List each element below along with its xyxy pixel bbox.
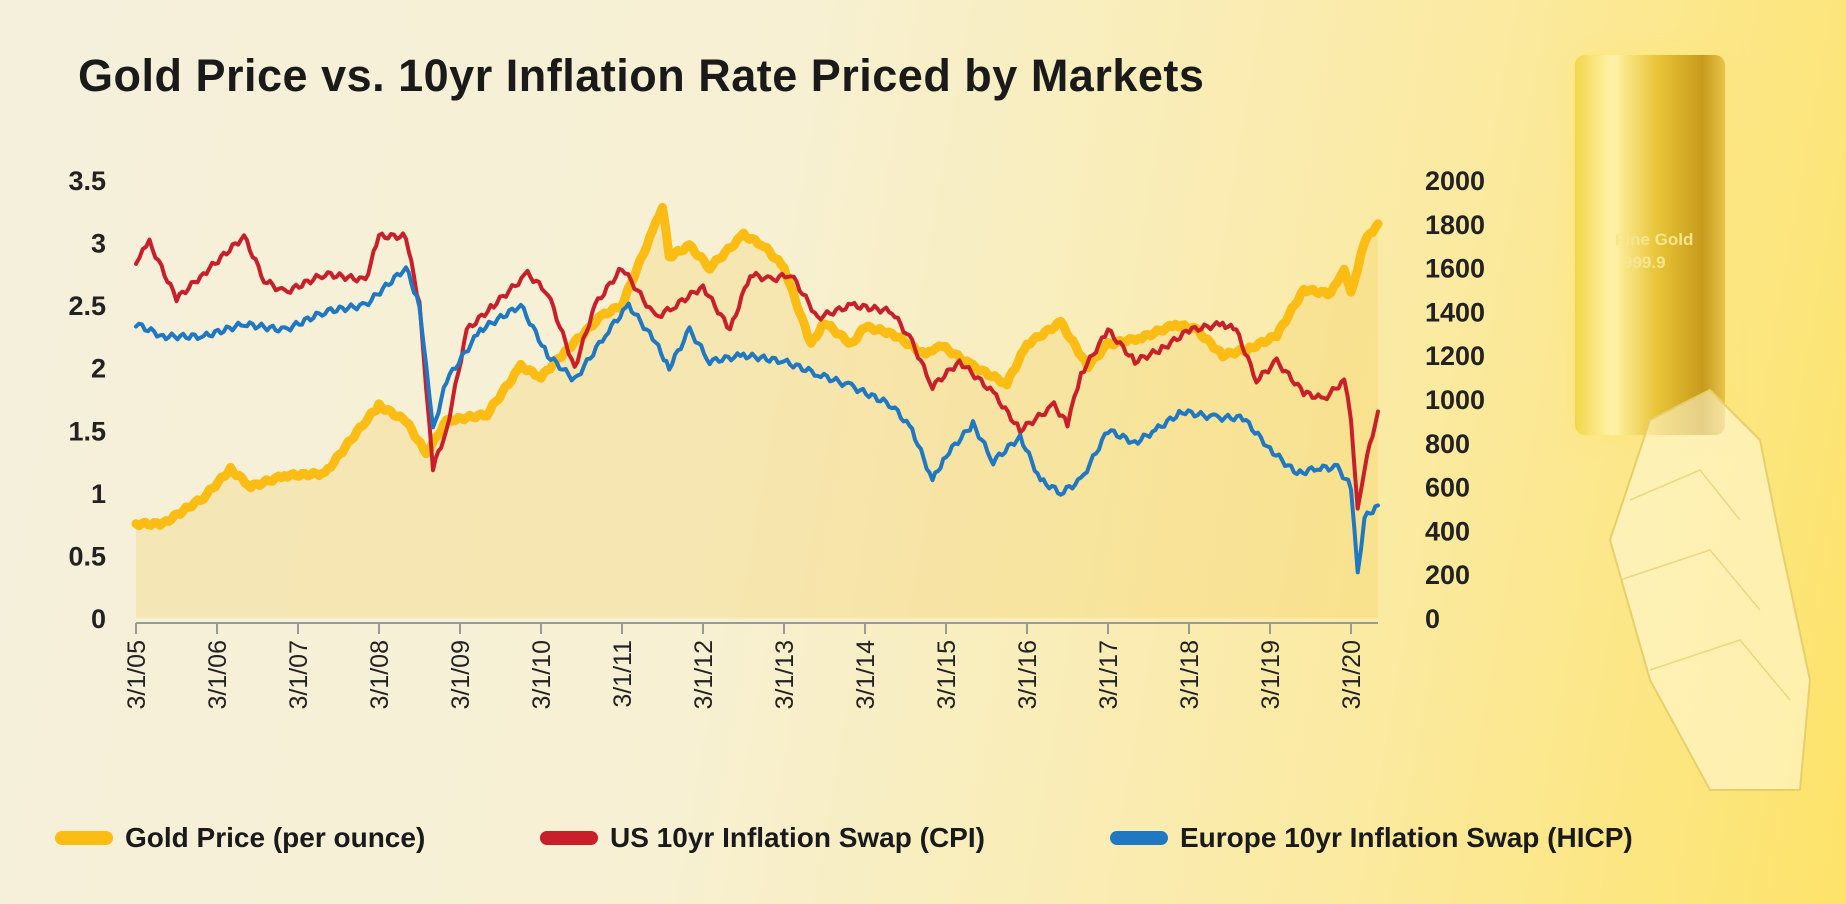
x-tick-label: 3/1/07 [285, 640, 313, 710]
y-left-tick-label: 2.5 [68, 291, 106, 321]
x-tick-label: 3/1/14 [852, 640, 880, 710]
x-tick-label: 3/1/20 [1338, 640, 1366, 710]
y-right-tick-label: 400 [1425, 516, 1470, 546]
x-tick-label: 3/1/17 [1095, 640, 1123, 710]
y-left-tick-label: 0 [91, 604, 106, 634]
y-right-tick-label: 1200 [1425, 341, 1485, 371]
legend: Gold Price (per ounce) US 10yr Inflation… [0, 822, 1846, 862]
gold-bar-purity: 999.9 [1623, 253, 1666, 272]
y-right-tick-label: 0 [1425, 604, 1440, 634]
hand-illustration [1608, 388, 1812, 791]
y-left-tick-label: 3.5 [68, 166, 106, 196]
y-right-tick-label: 1000 [1425, 385, 1485, 415]
y-left-tick-label: 1.5 [68, 416, 106, 446]
x-tick-label: 3/1/16 [1014, 640, 1042, 710]
x-tick-label: 3/1/15 [933, 640, 961, 710]
y-right-tick-label: 600 [1425, 473, 1470, 503]
legend-label: Europe 10yr Inflation Swap (HICP) [1180, 822, 1633, 853]
legend-item-europe: Europe 10yr Inflation Swap (HICP) [1110, 822, 1633, 854]
y-left-tick-label: 0.5 [68, 541, 106, 571]
series-line-gold [131, 202, 1383, 531]
x-tick-label: 3/1/12 [690, 640, 718, 710]
y-right-tick-label: 1800 [1425, 210, 1485, 240]
series-line-europe-swap [134, 265, 1380, 575]
y-left-tick-label: 2 [91, 354, 106, 384]
x-tick-label: 3/1/06 [204, 640, 232, 710]
gold-bar-image: Fine Gold 999.9 [1575, 55, 1725, 435]
legend-swatch [1110, 831, 1168, 845]
legend-item-gold: Gold Price (per ounce) [55, 822, 425, 854]
legend-label: Gold Price (per ounce) [125, 822, 426, 853]
legend-swatch [540, 831, 598, 845]
x-tick-label: 3/1/13 [771, 640, 799, 710]
x-tick-label: 3/1/05 [123, 640, 151, 710]
legend-item-us: US 10yr Inflation Swap (CPI) [540, 822, 985, 854]
x-tick-label: 3/1/10 [528, 640, 556, 710]
legend-label: US 10yr Inflation Swap (CPI) [610, 822, 985, 853]
y-right-tick-label: 200 [1425, 560, 1470, 590]
legend-swatch [55, 831, 113, 845]
chart-title: Gold Price vs. 10yr Inflation Rate Price… [78, 50, 1205, 101]
x-tick-label: 3/1/09 [447, 640, 475, 710]
y-right-tick-label: 1400 [1425, 297, 1485, 327]
series-line-us-swap [134, 231, 1380, 511]
y-right-tick-label: 800 [1425, 429, 1470, 459]
x-tick-label: 3/1/08 [366, 640, 394, 710]
y-left-tick-label: 1 [91, 479, 106, 509]
gold-area-fill [136, 207, 1378, 618]
x-tick-label: 3/1/11 [609, 640, 637, 708]
y-left-tick-label: 3 [91, 229, 106, 259]
y-right-tick-label: 1600 [1425, 254, 1485, 284]
y-right-tick-label: 2000 [1425, 166, 1485, 196]
x-tick-label: 3/1/19 [1257, 640, 1285, 710]
gold-bar-text: Fine Gold [1615, 230, 1694, 249]
x-tick-label: 3/1/18 [1176, 640, 1204, 710]
